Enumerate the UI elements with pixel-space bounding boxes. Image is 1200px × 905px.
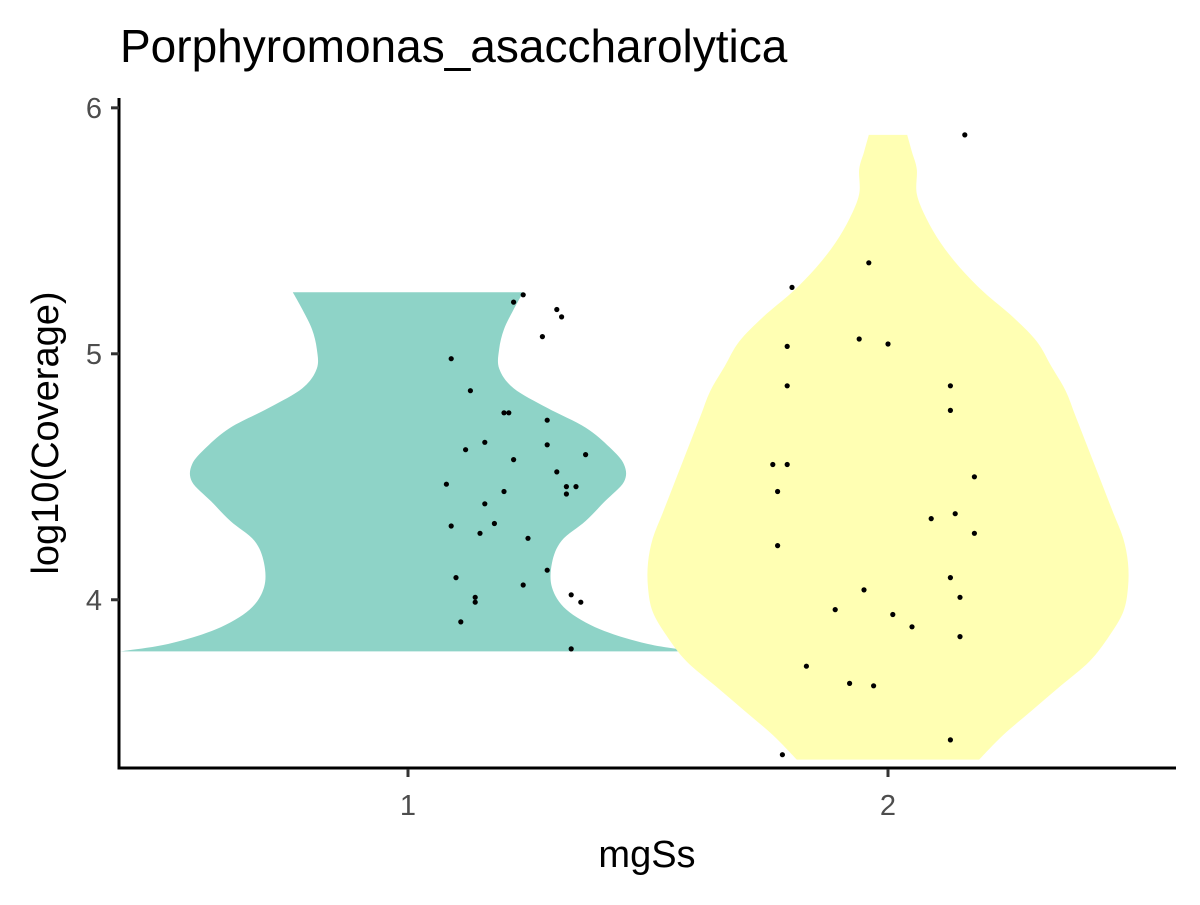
data-point-group-1 bbox=[501, 410, 507, 416]
data-point-group-2 bbox=[890, 611, 896, 618]
data-point-group-2 bbox=[784, 383, 790, 389]
data-point-group-1 bbox=[559, 314, 565, 320]
chart-title: Porphyromonas_asaccharolytica bbox=[120, 20, 788, 72]
data-point-group-1 bbox=[482, 501, 488, 507]
data-point-group-2 bbox=[909, 624, 915, 630]
data-point-group-2 bbox=[861, 587, 867, 593]
data-point-group-1 bbox=[568, 592, 574, 598]
data-point-group-1 bbox=[563, 484, 570, 490]
data-point-group-2 bbox=[803, 663, 810, 669]
data-point-group-2 bbox=[770, 461, 776, 468]
data-point-group-1 bbox=[554, 306, 560, 313]
x-tick-label: 2 bbox=[880, 790, 896, 822]
data-point-group-2 bbox=[928, 516, 934, 522]
data-point-group-1 bbox=[448, 356, 454, 362]
data-point-group-1 bbox=[501, 488, 507, 495]
data-point-group-2 bbox=[784, 343, 790, 349]
data-point-group-2 bbox=[779, 752, 786, 758]
data-point-group-1 bbox=[467, 388, 473, 394]
data-point-group-1 bbox=[453, 575, 459, 581]
data-point-group-1 bbox=[491, 520, 497, 527]
y-tick-label: 4 bbox=[86, 585, 102, 617]
data-point-group-2 bbox=[971, 530, 978, 536]
data-point-group-2 bbox=[775, 543, 781, 549]
data-point-group-1 bbox=[510, 457, 517, 463]
data-point-group-2 bbox=[957, 594, 963, 600]
data-point-group-1 bbox=[482, 439, 488, 445]
data-point-group-2 bbox=[971, 474, 978, 480]
y-tick-label: 6 bbox=[86, 93, 102, 125]
data-point-group-1 bbox=[525, 535, 531, 541]
points-layer bbox=[443, 132, 978, 758]
data-point-group-1 bbox=[472, 594, 478, 600]
y-tick-label: 5 bbox=[86, 339, 102, 371]
data-point-group-2 bbox=[952, 511, 958, 517]
data-point-group-1 bbox=[520, 582, 526, 588]
violin-2 bbox=[647, 134, 1129, 760]
data-point-group-2 bbox=[832, 607, 838, 613]
data-point-group-2 bbox=[957, 634, 963, 640]
data-point-group-1 bbox=[506, 410, 512, 416]
data-point-group-2 bbox=[947, 407, 954, 413]
data-point-group-1 bbox=[583, 452, 589, 458]
violins-layer bbox=[120, 134, 1129, 760]
data-point-group-2 bbox=[871, 683, 877, 689]
data-point-group-1 bbox=[463, 447, 469, 453]
data-point-group-2 bbox=[856, 336, 862, 342]
data-point-group-1 bbox=[458, 619, 464, 625]
violin-1 bbox=[120, 292, 696, 652]
data-point-group-1 bbox=[448, 523, 454, 529]
y-ticks-layer: 4 5 6 bbox=[86, 93, 119, 617]
data-point-group-2 bbox=[866, 260, 872, 266]
x-tick-label: 1 bbox=[400, 790, 416, 822]
data-point-group-1 bbox=[539, 334, 546, 340]
data-point-group-2 bbox=[947, 383, 954, 389]
y-axis-title: log10(Coverage) bbox=[25, 291, 67, 574]
data-point-group-1 bbox=[568, 646, 574, 652]
data-point-group-2 bbox=[962, 132, 968, 138]
data-point-group-2 bbox=[885, 341, 891, 347]
data-point-group-1 bbox=[510, 299, 517, 305]
data-point-group-1 bbox=[544, 442, 550, 448]
data-point-group-1 bbox=[573, 484, 579, 490]
data-point-group-2 bbox=[775, 488, 781, 495]
data-point-group-1 bbox=[443, 481, 449, 487]
data-point-group-1 bbox=[578, 599, 584, 605]
data-point-group-2 bbox=[847, 680, 853, 687]
data-point-group-1 bbox=[554, 469, 560, 475]
data-point-group-2 bbox=[947, 737, 954, 743]
data-point-group-1 bbox=[477, 530, 483, 536]
data-point-group-1 bbox=[520, 292, 526, 298]
data-point-group-1 bbox=[544, 417, 550, 423]
data-point-group-1 bbox=[472, 599, 478, 605]
data-point-group-2 bbox=[789, 284, 795, 290]
data-point-group-2 bbox=[784, 461, 790, 468]
data-point-group-1 bbox=[544, 567, 550, 573]
x-axis-title: mgSs bbox=[598, 834, 695, 876]
data-point-group-2 bbox=[947, 575, 954, 581]
data-point-group-1 bbox=[563, 491, 570, 497]
